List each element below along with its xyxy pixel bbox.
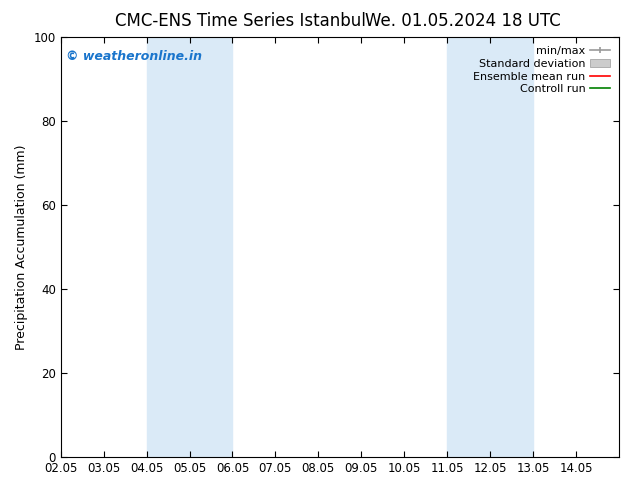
Bar (447, 37, 533, 457)
Text: CMC-ENS Time Series Istanbul: CMC-ENS Time Series Istanbul (115, 12, 366, 30)
Bar (146, 37, 233, 457)
Legend: min/max, Standard deviation, Ensemble mean run, Controll run: min/max, Standard deviation, Ensemble me… (470, 43, 614, 98)
Text: © weatheronline.in: © weatheronline.in (66, 50, 202, 63)
Y-axis label: Precipitation Accumulation (mm): Precipitation Accumulation (mm) (15, 145, 28, 350)
Text: We. 01.05.2024 18 UTC: We. 01.05.2024 18 UTC (365, 12, 560, 30)
